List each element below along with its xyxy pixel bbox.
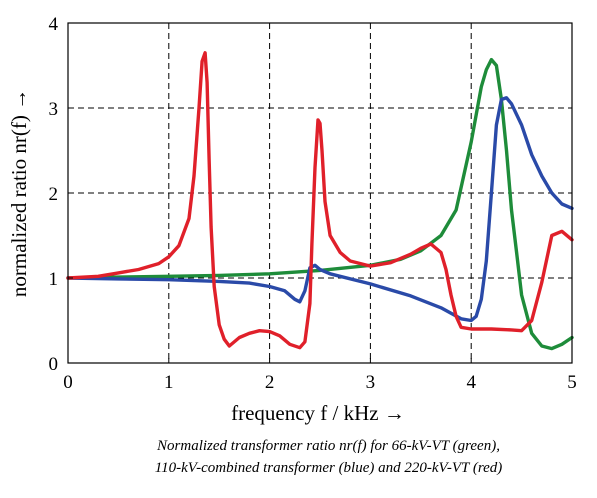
x-tick-label: 1 — [164, 372, 174, 393]
x-tick-label: 2 — [265, 372, 275, 393]
y-tick-label: 4 — [49, 14, 59, 35]
x-tick-label: 0 — [63, 372, 73, 393]
series-line-0 — [66, 57, 574, 351]
y-tick-label: 3 — [49, 99, 59, 120]
x-tick-labels: 0 1 2 3 4 5 — [63, 372, 577, 393]
y-tick-label: 1 — [49, 269, 59, 290]
y-tick-label: 0 — [49, 354, 59, 375]
grid-lines — [68, 23, 572, 363]
caption-line-2: 110-kV-combined transformer (blue) and 2… — [154, 460, 503, 476]
tick-marks — [67, 22, 573, 364]
x-tick-label: 4 — [466, 372, 476, 393]
series-line-1 — [66, 96, 574, 323]
y-axis-label: normalized ratio nr(f) → — [7, 89, 31, 297]
x-tick-label: 5 — [567, 372, 577, 393]
chart: 0 1 2 3 4 5 0 1 2 3 4 frequency f / kHz → normali… — [7, 14, 577, 425]
series-line-2 — [66, 51, 574, 350]
y-tick-label: 2 — [49, 184, 59, 205]
caption-line-1: Normalized transformer ratio nr(f) for 6… — [157, 438, 500, 454]
x-axis-label: frequency f / kHz → — [231, 401, 405, 425]
y-tick-labels: 0 1 2 3 4 — [49, 14, 59, 375]
series-lines — [66, 51, 574, 351]
x-tick-label: 3 — [366, 372, 376, 393]
